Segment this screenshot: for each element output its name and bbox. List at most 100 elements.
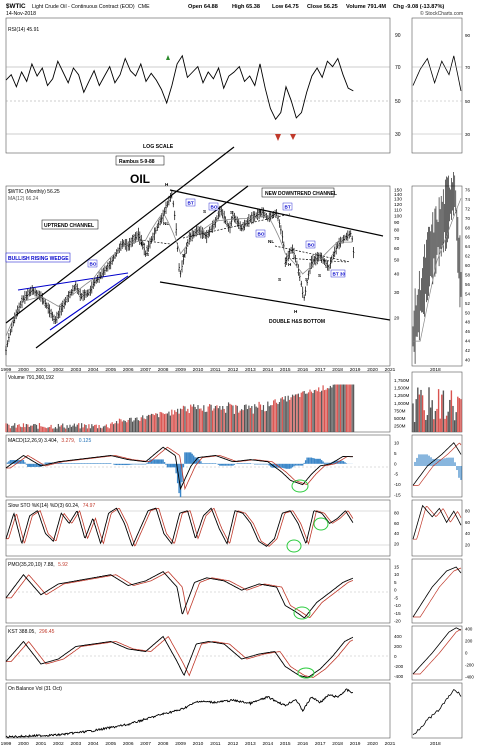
bottom-x-label: 2019 (350, 741, 361, 747)
sto-d-line (6, 507, 354, 547)
volume-bar (268, 406, 270, 432)
volume-bar (329, 385, 331, 432)
price-y-tick: 50 (394, 257, 400, 263)
macd-hist-bar (160, 459, 163, 464)
pmo-tick: -15 (394, 611, 401, 616)
sto-tick: 60 (394, 521, 400, 526)
volume-bar (92, 426, 94, 432)
volume-bar (235, 404, 237, 432)
inset-volume-bar (423, 410, 425, 432)
volume-bar (159, 411, 161, 432)
bottom-x-label: 2010 (193, 741, 204, 747)
bo-box (305, 240, 316, 249)
bt-box (282, 202, 293, 211)
inset-kst-tick: 400 (465, 627, 473, 632)
oil-title: OIL (130, 172, 150, 186)
macd-hist-bar (342, 461, 345, 464)
volume-ticks: 1,750M 1,500M 1,250M 1,000M 750M 500M 250M (394, 378, 409, 429)
volume-tick: 1,500M (394, 386, 409, 391)
inset-price-tick: 70 (465, 216, 470, 221)
macd-hist-bar (35, 463, 38, 467)
downtrend-label: NEW DOWNTREND CHANNEL (265, 191, 337, 197)
volume-bar (166, 413, 169, 432)
volume-bar (124, 420, 126, 432)
volume-bar (214, 406, 217, 432)
inset-kst-tick: -200 (465, 663, 474, 668)
macd-hist-bar (24, 462, 26, 464)
volume-bar (165, 413, 167, 432)
pmo-legend-a: PMO(35,20,10) 7.88, (8, 562, 55, 568)
macd-hist-bar (162, 459, 164, 464)
inset-price-tick: 62 (465, 254, 470, 259)
inset-sto-d (413, 505, 462, 540)
rsi-ticks: 90 70 50 30 (395, 33, 401, 138)
macd-hist-bar (69, 463, 71, 464)
volume-bar (187, 408, 189, 432)
s-label: S (278, 277, 281, 282)
price-x-label: 2009 (175, 367, 186, 373)
macd-hist-bar (181, 463, 183, 483)
volume-bar (325, 389, 327, 432)
inset-ma-line (413, 198, 462, 342)
bt-label: BT (285, 205, 291, 210)
macd-hist-bar (31, 463, 33, 467)
volume-bar (174, 410, 176, 432)
volume-bar (297, 393, 299, 432)
volume-bar (56, 428, 58, 432)
macd-hist-bar (323, 462, 326, 464)
volume-bar (219, 406, 221, 432)
bt-box (185, 198, 196, 207)
volume-bar (310, 391, 313, 432)
bottom-x-label: 2000 (18, 741, 29, 747)
macd-hist-bar (99, 463, 102, 464)
neckline-c (274, 245, 351, 263)
macd-hist-bar (293, 463, 295, 467)
neckline-d (284, 257, 347, 263)
macd-hist-bar (268, 463, 270, 466)
inset-price-tick: 44 (465, 339, 470, 344)
s-label: S (230, 210, 233, 215)
bottom-x-label: 2001 (36, 741, 47, 747)
volume-bar (75, 426, 77, 432)
price-panel (5, 185, 391, 367)
inset-sto-tick: 20 (465, 542, 470, 547)
inset-macd-hist-bar (422, 454, 424, 466)
macd-hist-bar (246, 463, 249, 464)
volume-bar (216, 405, 218, 432)
header-close: Close 56.25 (307, 4, 338, 10)
inset-macd-panel (411, 434, 463, 498)
macd-hist-bar (264, 463, 266, 465)
macd-hist-bar (300, 463, 302, 466)
macd-hist-bar (192, 455, 195, 464)
volume-bar (222, 406, 224, 432)
volume-bar (15, 427, 17, 432)
volume-bar (73, 423, 75, 432)
s-label: S (146, 252, 149, 257)
macd-hist-bar (245, 463, 247, 464)
pmo-signal-line (6, 571, 354, 619)
volume-bar (63, 427, 65, 432)
macd-hist-bar (256, 463, 259, 465)
header-open: Open 64.88 (188, 4, 218, 10)
volume-bar (353, 384, 355, 432)
bottom-x-label: 2016 (297, 741, 308, 747)
macd-hist-bar (229, 463, 231, 466)
volume-bar (243, 404, 246, 432)
price-x-label: 2008 (158, 367, 169, 373)
bottom-x-label: 2017 (315, 741, 326, 747)
macd-hist-bar (165, 463, 167, 465)
volume-bar (203, 405, 205, 432)
s-label: S (305, 277, 308, 282)
volume-bar (177, 408, 179, 432)
inset-volume-bar (460, 399, 462, 432)
volume-bar (14, 423, 16, 432)
volume-bar (209, 404, 211, 432)
inset-volume-bar (452, 405, 454, 432)
volume-bar (172, 414, 174, 432)
volume-bar (47, 427, 49, 432)
wedge-label: BULLISH RISING WEDGE (8, 256, 69, 262)
inset-macd-hist-bar (438, 459, 440, 466)
volume-bar (24, 427, 26, 432)
rsi-oversold-fill (275, 134, 296, 141)
